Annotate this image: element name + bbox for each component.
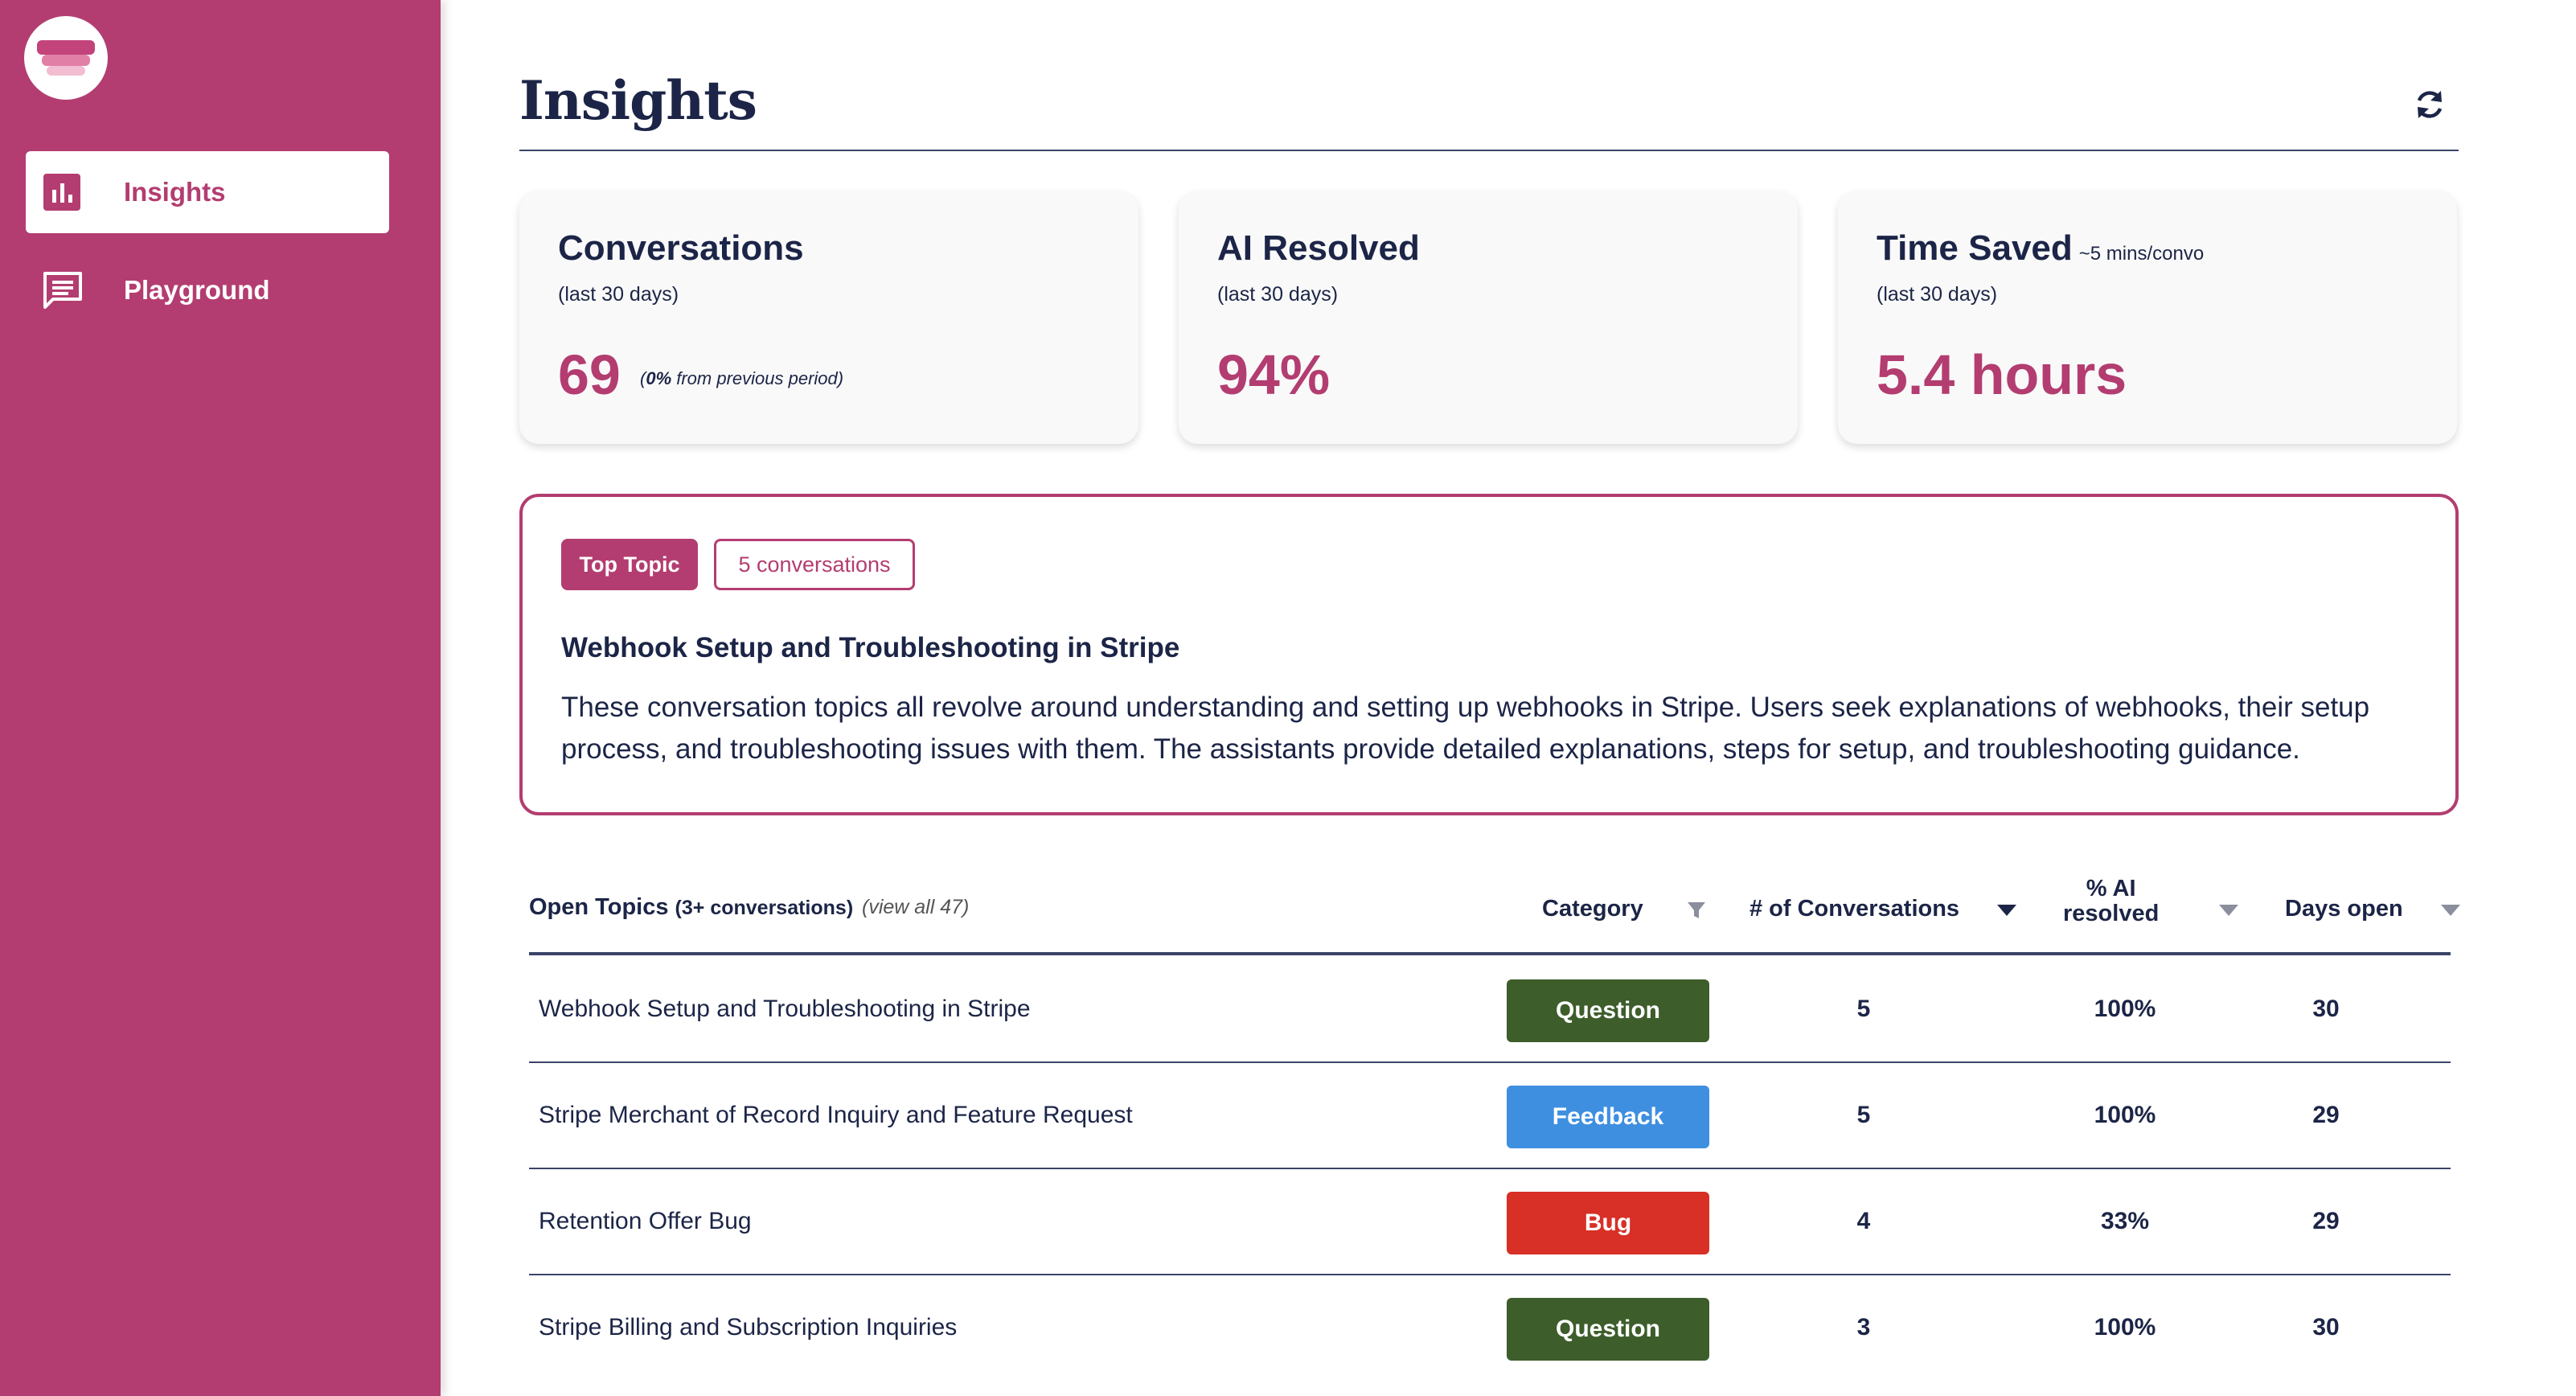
ai-resolved-percent: 100% xyxy=(2094,1102,2156,1128)
sort-down-icon[interactable] xyxy=(2439,902,2462,918)
conversation-count: 5 xyxy=(1856,996,1871,1022)
card-subtitle: (last 30 days) xyxy=(558,283,679,306)
table-row[interactable]: Webhook Setup and Troubleshooting in Str… xyxy=(529,959,2451,1063)
topic-name: Webhook Setup and Troubleshooting in Str… xyxy=(539,996,1031,1022)
topic-name: Stripe Billing and Subscription Inquirie… xyxy=(539,1314,958,1341)
column-header-category[interactable]: Category xyxy=(1542,896,1643,922)
top-topic-title: Webhook Setup and Troubleshooting in Str… xyxy=(561,632,1180,663)
sidebar: Insights Playground xyxy=(0,0,441,1396)
top-topic-badge: Top Topic xyxy=(561,539,698,590)
conversation-count: 4 xyxy=(1856,1208,1871,1234)
stat-card-time-saved: Time Saved ~5 mins/convo (last 30 days) 5… xyxy=(1838,191,2457,444)
card-note: ~5 mins/convo xyxy=(2078,243,2205,265)
chat-icon xyxy=(43,272,82,309)
top-topic-description: These conversation topics all revolve ar… xyxy=(561,692,2370,765)
sort-down-icon[interactable] xyxy=(1996,902,2018,918)
column-header-ai-resolved[interactable]: % AI resolved xyxy=(2063,876,2160,926)
category-badge: Bug xyxy=(1507,1192,1709,1254)
view-all-link[interactable]: (view all 47) xyxy=(862,896,970,918)
category-badge: Question xyxy=(1507,1298,1709,1361)
category-badge: Feedback xyxy=(1507,1086,1709,1148)
app-logo[interactable] xyxy=(24,16,108,100)
card-subtitle: (last 30 days) xyxy=(1217,283,1339,306)
card-change: (0% from previous period) xyxy=(640,368,844,388)
days-open: 29 xyxy=(2312,1102,2340,1128)
sidebar-item-label: Insights xyxy=(124,177,226,207)
table-row[interactable]: Retention Offer Bug Bug 4 33% 29 xyxy=(529,1171,2451,1275)
bar-chart-icon xyxy=(43,174,80,211)
sidebar-item-label: Playground xyxy=(124,275,270,305)
topic-name: Stripe Merchant of Record Inquiry and Fe… xyxy=(539,1102,1133,1128)
top-topic-panel: Top Topic 5 conversations Webhook Setup … xyxy=(519,494,2459,815)
sort-down-icon[interactable] xyxy=(2217,902,2240,918)
card-value: 94% xyxy=(1217,343,1331,406)
conversation-count: 5 xyxy=(1856,1102,1871,1128)
topic-name: Retention Offer Bug xyxy=(539,1208,752,1234)
refresh-icon[interactable] xyxy=(2412,87,2447,122)
stat-card-conversations: Conversations (last 30 days) 69 (0% from… xyxy=(519,191,1138,444)
conversation-count: 3 xyxy=(1856,1314,1871,1341)
column-header-days-open[interactable]: Days open xyxy=(2285,896,2403,922)
sidebar-item-insights[interactable]: Insights xyxy=(26,151,389,233)
conversation-count-badge[interactable]: 5 conversations xyxy=(714,539,915,590)
card-title: Time Saved ~5 mins/convo xyxy=(1877,228,2205,268)
sidebar-item-playground[interactable]: Playground xyxy=(26,249,389,331)
card-title: AI Resolved xyxy=(1217,228,1420,268)
stat-card-ai-resolved: AI Resolved (last 30 days) 94% xyxy=(1179,191,1798,444)
open-topics-table-header: Open Topics (3+ conversations) (view all… xyxy=(529,876,2460,955)
card-title: Conversations xyxy=(558,228,804,268)
ai-resolved-percent: 100% xyxy=(2094,1314,2156,1341)
title-divider xyxy=(519,150,2459,151)
category-badge: Question xyxy=(1507,979,1709,1042)
days-open: 30 xyxy=(2312,1314,2340,1341)
open-topics-title: Open Topics (3+ conversations) xyxy=(529,894,854,920)
ai-resolved-percent: 33% xyxy=(2100,1208,2150,1234)
table-row[interactable]: Stripe Merchant of Record Inquiry and Fe… xyxy=(529,1065,2451,1169)
ai-resolved-percent: 100% xyxy=(2094,996,2156,1022)
table-row[interactable]: Stripe Billing and Subscription Inquirie… xyxy=(529,1277,2451,1382)
days-open: 30 xyxy=(2312,996,2340,1022)
card-value: 69 xyxy=(558,343,621,406)
page-title: Insights xyxy=(519,69,757,132)
days-open: 29 xyxy=(2312,1208,2340,1234)
card-value: 5.4 hours xyxy=(1877,343,2127,406)
column-header-conversations[interactable]: # of Conversations xyxy=(1749,896,1960,922)
card-subtitle: (last 30 days) xyxy=(1877,283,1998,306)
filter-icon[interactable] xyxy=(1685,899,1708,922)
